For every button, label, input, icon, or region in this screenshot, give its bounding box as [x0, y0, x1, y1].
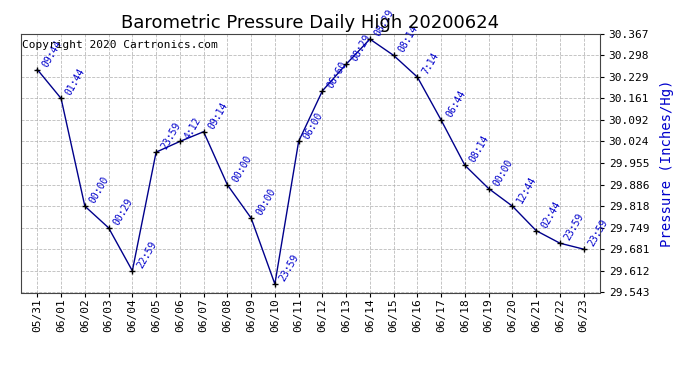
- Text: 00:00: 00:00: [254, 187, 277, 217]
- Text: 4:12: 4:12: [183, 115, 203, 141]
- Text: 23:59: 23:59: [277, 253, 301, 283]
- Text: 02:44: 02:44: [539, 199, 562, 230]
- Text: 01:44: 01:44: [64, 67, 87, 98]
- Text: 09:44: 09:44: [40, 38, 63, 69]
- Text: 00:00: 00:00: [491, 157, 515, 188]
- Text: 06:44: 06:44: [444, 89, 467, 119]
- Text: 7:14: 7:14: [420, 51, 441, 76]
- Text: 08:29: 08:29: [349, 33, 373, 63]
- Y-axis label: Pressure (Inches/Hg): Pressure (Inches/Hg): [660, 80, 674, 247]
- Title: Barometric Pressure Daily High 20200624: Barometric Pressure Daily High 20200624: [121, 14, 500, 32]
- Text: 08:14: 08:14: [468, 134, 491, 164]
- Text: 23:59: 23:59: [159, 121, 182, 151]
- Text: 00:00: 00:00: [88, 175, 111, 205]
- Text: 12:44: 12:44: [515, 175, 539, 205]
- Text: 22:59: 22:59: [135, 240, 159, 270]
- Text: 08:29: 08:29: [373, 8, 396, 38]
- Text: 08:14: 08:14: [397, 24, 420, 54]
- Text: 23:59: 23:59: [586, 218, 610, 248]
- Text: 06:00: 06:00: [302, 110, 325, 141]
- Text: 00:29: 00:29: [112, 196, 135, 227]
- Text: 09:14: 09:14: [206, 100, 230, 131]
- Text: Copyright 2020 Cartronics.com: Copyright 2020 Cartronics.com: [22, 40, 217, 50]
- Text: 00:00: 00:00: [230, 153, 253, 184]
- Text: 06:60: 06:60: [325, 60, 348, 90]
- Text: 23:59: 23:59: [563, 212, 586, 242]
